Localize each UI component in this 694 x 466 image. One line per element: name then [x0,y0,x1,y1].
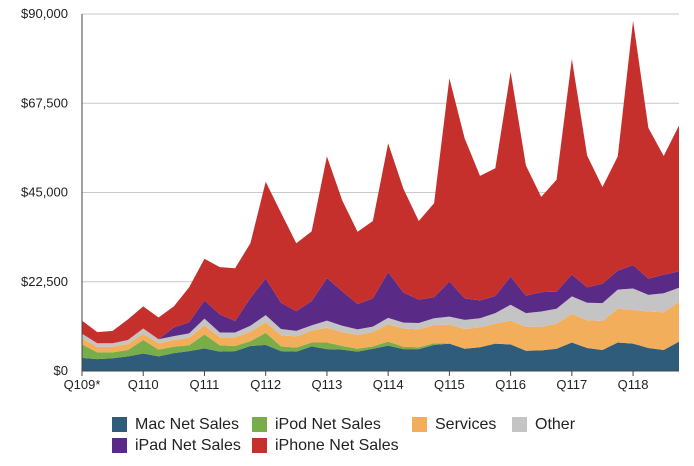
legend-row-1: Mac Net Sales iPod Net Sales Services Ot… [112,414,652,435]
legend-swatch-ipod [252,417,267,432]
legend-row-2: iPad Net Sales iPhone Net Sales [112,435,652,456]
axes [81,14,679,372]
x-tick-label: Q111 [190,377,220,392]
legend-label-other: Other [535,415,576,433]
x-tick-label: Q118 [618,377,649,392]
area-other [82,287,679,347]
x-tick-label: Q117 [556,377,587,392]
x-tick-label: Q114 [373,377,404,392]
legend-item-mac: Mac Net Sales [112,416,252,434]
area-services [82,301,679,353]
legend-item-ipod: iPod Net Sales [252,416,412,434]
legend-swatch-ipad [112,438,127,453]
y-tick-label: $22,500 [21,274,68,289]
y-tick-label: $90,000 [21,6,68,21]
legend-label-ipad: iPad Net Sales [135,436,241,454]
legend-label-ipod: iPod Net Sales [275,415,381,433]
y-tick-labels: $0 $22,500 $45,000 $67,500 $90,000 [21,6,68,378]
legend: Mac Net Sales iPod Net Sales Services Ot… [112,414,652,456]
area-mac-net-sales [82,341,679,371]
legend-label-mac: Mac Net Sales [135,415,240,433]
x-tick-label: Q116 [495,377,526,392]
x-tick-label: Q109* [64,377,101,392]
x-tick-label: Q113 [312,377,343,392]
legend-label-services: Services [435,415,497,433]
x-tick-label: Q112 [250,377,281,392]
stacked-area-chart: $0 $22,500 $45,000 $67,500 $90,000 Q109* Q110… [21,6,679,392]
y-tick-label: $67,500 [21,95,68,110]
y-tick-label: $0 [54,363,68,378]
legend-item-other: Other [512,416,592,434]
legend-item-services: Services [412,416,512,434]
legend-swatch-mac [112,417,127,432]
x-tick-label: Q115 [434,377,465,392]
x-tick-labels: Q109* Q110 Q111 Q112 Q113 Q114 Q115 Q116 Q117 Q11… [64,371,649,392]
legend-swatch-services [412,417,427,432]
legend-label-iphone: iPhone Net Sales [275,436,399,454]
y-tick-label: $45,000 [21,185,68,200]
legend-item-ipad: iPad Net Sales [112,437,252,455]
legend-swatch-other [512,417,527,432]
area-series-group [82,20,679,371]
area-iphone-net-sales [82,20,679,344]
x-tick-label: Q110 [128,377,159,392]
legend-item-iphone: iPhone Net Sales [252,437,432,455]
area-ipad-net-sales [82,265,679,344]
area-ipod-net-sales [82,332,679,360]
legend-swatch-iphone [252,438,267,453]
